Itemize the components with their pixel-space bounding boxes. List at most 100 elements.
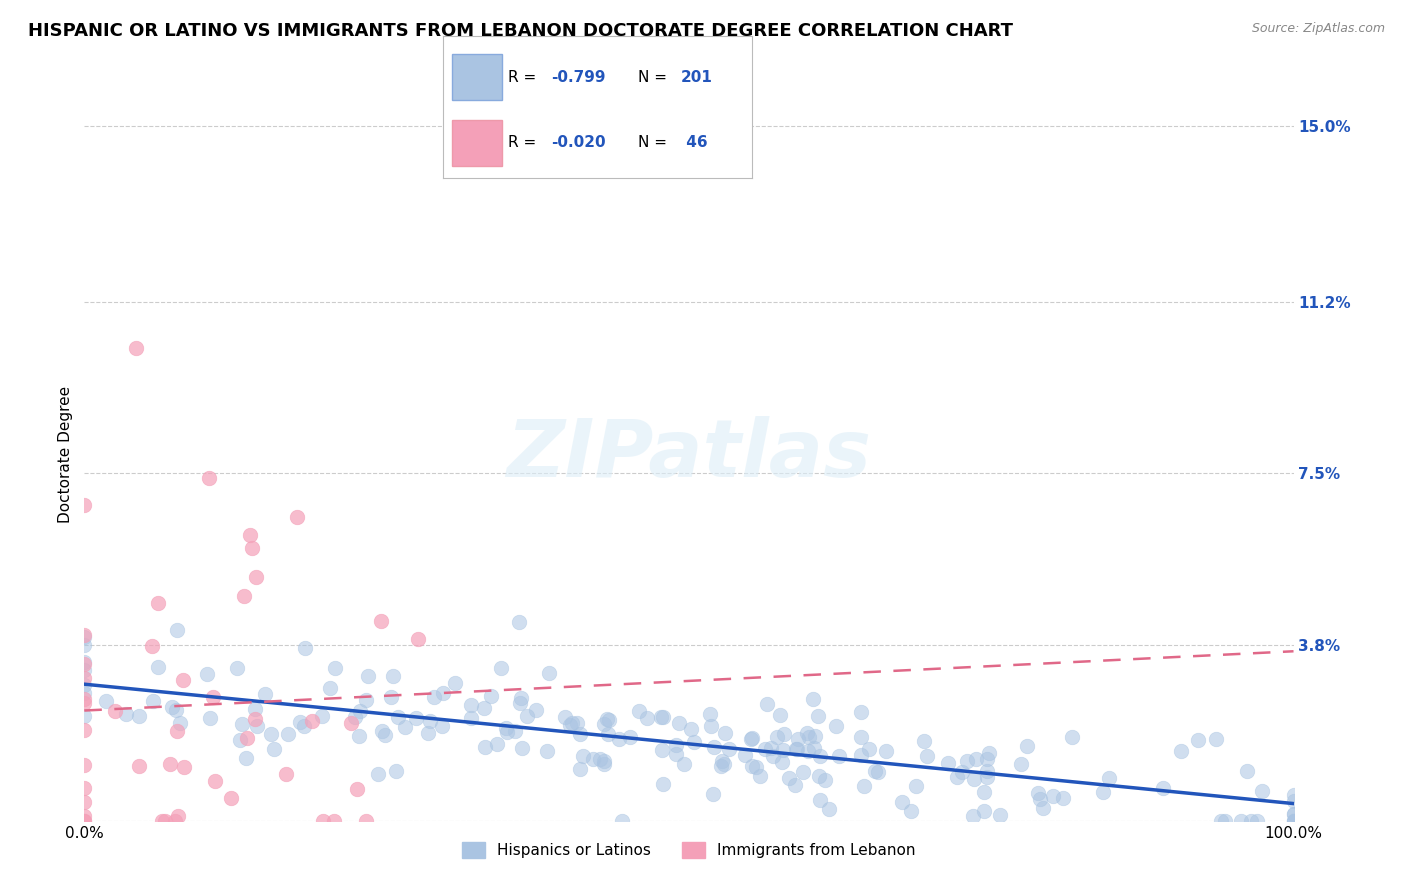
Point <box>73 630 96 644</box>
Point <box>260 727 283 741</box>
Text: -0.799: -0.799 <box>551 70 606 85</box>
Point <box>713 756 735 771</box>
Point <box>749 769 772 783</box>
Point <box>472 701 495 715</box>
Point <box>294 640 316 655</box>
Legend: Hispanics or Latinos, Immigrants from Lebanon: Hispanics or Latinos, Immigrants from Le… <box>456 836 922 864</box>
Point <box>596 712 619 726</box>
Point <box>785 742 807 756</box>
Point <box>976 764 998 779</box>
Point <box>1250 783 1272 797</box>
Point <box>1062 730 1084 744</box>
Point <box>607 731 630 746</box>
Point <box>323 814 346 828</box>
Point <box>1282 814 1305 828</box>
Point <box>229 733 252 747</box>
Point <box>745 759 768 773</box>
Point <box>904 780 927 794</box>
Point <box>94 694 117 708</box>
Point <box>863 764 886 779</box>
Point <box>373 728 395 742</box>
Point <box>128 758 150 772</box>
Point <box>367 767 389 781</box>
Point <box>344 709 367 723</box>
Point <box>582 752 605 766</box>
Point <box>325 661 347 675</box>
Point <box>1010 757 1032 772</box>
Point <box>1170 744 1192 758</box>
Point <box>460 711 482 725</box>
Point <box>423 690 446 704</box>
Point <box>1230 814 1253 828</box>
Point <box>808 749 831 764</box>
Point <box>801 692 824 706</box>
Point <box>619 731 641 745</box>
Point <box>219 790 242 805</box>
Point <box>73 663 96 677</box>
Point <box>792 764 814 779</box>
Point <box>240 541 263 556</box>
Point <box>73 809 96 823</box>
Point <box>73 723 96 737</box>
Point <box>318 681 340 695</box>
Point <box>276 766 298 780</box>
Point <box>808 793 831 807</box>
Point <box>761 741 783 756</box>
Point <box>849 730 872 744</box>
Point <box>668 715 690 730</box>
Point <box>538 666 561 681</box>
Point <box>849 748 872 763</box>
Point <box>142 694 165 708</box>
Point <box>699 707 721 722</box>
Point <box>976 752 998 766</box>
Point <box>163 814 186 828</box>
Point <box>976 770 998 784</box>
Point <box>354 814 377 828</box>
Point <box>827 748 849 763</box>
Point <box>703 739 725 754</box>
Point <box>665 738 688 752</box>
Point <box>858 742 880 756</box>
Point <box>198 711 221 725</box>
Point <box>946 770 969 784</box>
Point <box>141 639 163 653</box>
Point <box>311 708 333 723</box>
Point <box>665 747 688 761</box>
Point <box>814 773 837 788</box>
Point <box>1282 814 1305 828</box>
Point <box>73 677 96 691</box>
Point <box>73 655 96 669</box>
Point <box>357 669 380 683</box>
Point <box>73 709 96 723</box>
Point <box>593 716 616 731</box>
Point <box>406 632 429 646</box>
Point <box>166 723 188 738</box>
Y-axis label: Doctorate Degree: Doctorate Degree <box>58 386 73 524</box>
Point <box>165 703 187 717</box>
Point <box>770 755 793 769</box>
Point <box>849 705 872 719</box>
Point <box>740 731 762 746</box>
Point <box>73 758 96 772</box>
Point <box>568 762 591 776</box>
Point <box>485 737 508 751</box>
Text: -0.020: -0.020 <box>551 136 606 150</box>
Point <box>394 720 416 734</box>
Point <box>936 756 959 771</box>
Point <box>73 696 96 710</box>
Point <box>965 752 987 766</box>
Point <box>807 770 830 784</box>
Point <box>432 686 454 700</box>
Point <box>912 734 935 748</box>
Point <box>900 805 922 819</box>
Point <box>734 748 756 763</box>
Point <box>312 814 335 828</box>
FancyBboxPatch shape <box>453 120 502 166</box>
Point <box>565 715 588 730</box>
Point <box>817 801 839 815</box>
Point <box>711 754 734 768</box>
Text: 201: 201 <box>681 70 713 85</box>
Text: R =: R = <box>508 70 541 85</box>
Point <box>572 749 595 764</box>
Point <box>432 719 454 733</box>
